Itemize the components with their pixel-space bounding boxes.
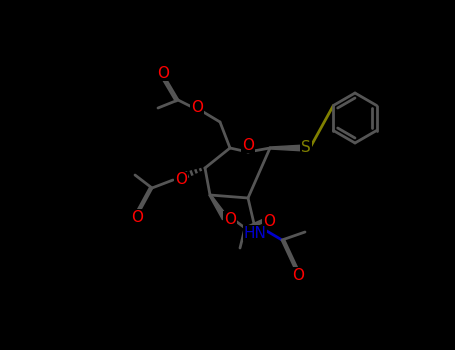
Text: S: S xyxy=(301,140,311,155)
Text: O: O xyxy=(242,138,254,153)
Polygon shape xyxy=(270,145,305,151)
Text: O: O xyxy=(131,210,143,224)
Text: HN: HN xyxy=(243,225,267,240)
Text: O: O xyxy=(175,173,187,188)
Polygon shape xyxy=(209,195,228,220)
Text: O: O xyxy=(224,211,236,226)
Text: O: O xyxy=(263,214,275,229)
Text: O: O xyxy=(292,267,304,282)
Text: O: O xyxy=(191,100,203,116)
Text: O: O xyxy=(157,65,169,80)
